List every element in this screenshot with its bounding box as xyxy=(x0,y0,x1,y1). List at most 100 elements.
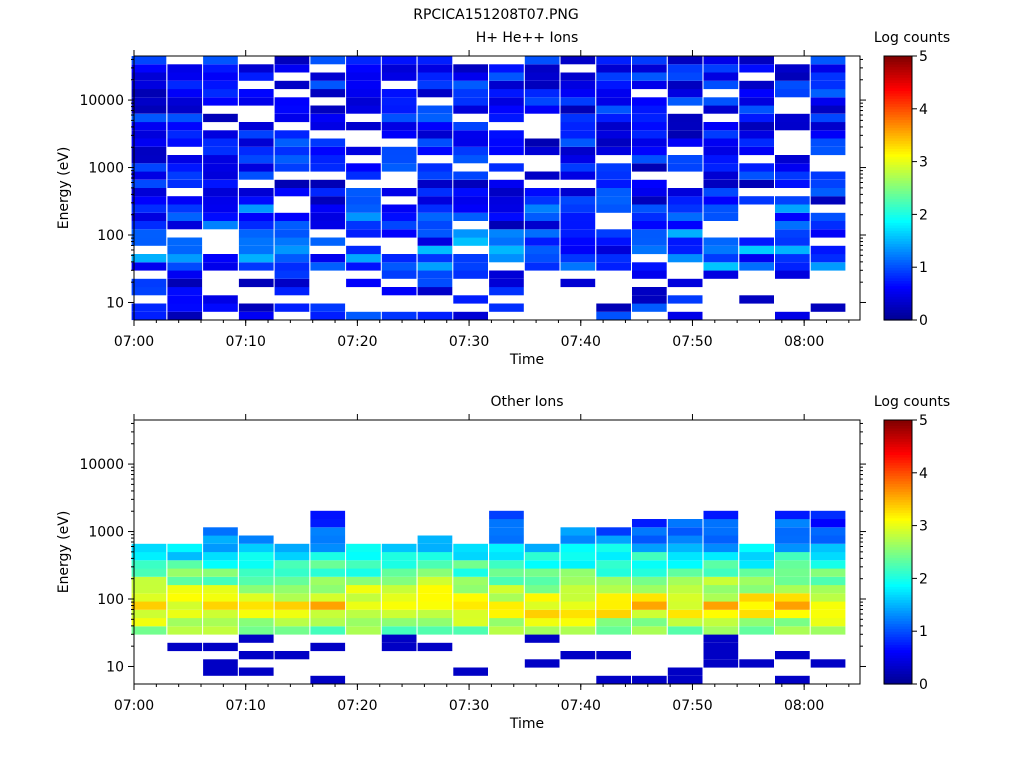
heatmap-cell xyxy=(739,626,774,635)
heatmap-cell xyxy=(560,543,596,553)
heatmap-cell xyxy=(274,163,310,172)
colorbar-swatch xyxy=(884,441,912,445)
heatmap-cell xyxy=(489,576,524,586)
heatmap-cell xyxy=(274,262,310,271)
heatmap-cell xyxy=(238,171,274,180)
colorbar-swatch xyxy=(884,230,912,234)
heatmap-cell xyxy=(596,179,631,188)
heatmap-cell xyxy=(238,64,274,73)
heatmap-cell xyxy=(596,262,631,271)
heatmap-cell xyxy=(775,651,810,660)
heatmap-cell xyxy=(346,593,381,602)
heatmap-cell xyxy=(274,576,310,586)
heatmap-cell xyxy=(632,188,667,197)
heatmap-cell xyxy=(524,105,560,114)
heatmap-cell xyxy=(596,237,631,246)
colorbar-swatch xyxy=(884,106,912,110)
heatmap-cell xyxy=(775,535,810,544)
heatmap-cell xyxy=(524,552,560,561)
heatmap-cell xyxy=(381,642,417,652)
heatmap-cell xyxy=(739,64,774,73)
heatmap-cell xyxy=(167,113,203,123)
heatmap-cell xyxy=(667,609,703,619)
heatmap-cell xyxy=(131,552,167,561)
heatmap-cell xyxy=(203,212,238,221)
heatmap-cell xyxy=(131,188,167,197)
heatmap-cell xyxy=(775,675,810,685)
heatmap-cell xyxy=(524,560,560,569)
heatmap-cell xyxy=(667,543,703,553)
heatmap-cell xyxy=(524,221,560,230)
heatmap-cell xyxy=(417,642,453,652)
heatmap-cell xyxy=(167,245,203,255)
heatmap-cell xyxy=(810,510,846,520)
heatmap-cell xyxy=(560,585,596,594)
heatmap-cell xyxy=(667,64,703,73)
heatmap-cell xyxy=(489,64,524,73)
colorbar-swatch xyxy=(884,306,912,311)
heatmap-cell xyxy=(810,568,846,577)
heatmap-cell xyxy=(274,64,310,73)
heatmap-cell xyxy=(560,527,596,536)
heatmap-cell xyxy=(632,593,667,602)
y-tick-label: 10000 xyxy=(79,457,124,473)
heatmap-cell xyxy=(203,618,238,627)
heatmap-cell xyxy=(381,221,417,230)
colorbar-swatch xyxy=(884,586,912,590)
colorbar-swatch xyxy=(884,668,912,672)
heatmap-cell xyxy=(739,659,774,668)
colorbar-swatch xyxy=(884,275,912,279)
heatmap-cell xyxy=(167,262,203,271)
heatmap-cell xyxy=(381,122,417,131)
heatmap-cell xyxy=(238,543,274,553)
heatmap-cell xyxy=(167,618,203,627)
heatmap-cell xyxy=(810,72,846,81)
colorbar-swatch xyxy=(884,203,912,208)
heatmap-cell xyxy=(453,122,488,131)
heatmap-cell xyxy=(131,171,167,180)
heatmap-cell xyxy=(131,568,167,577)
heatmap-cell xyxy=(703,122,739,131)
colorbar-swatch xyxy=(884,148,912,152)
heatmap-cell xyxy=(739,171,774,180)
heatmap-cell xyxy=(238,618,274,627)
heatmap-cell xyxy=(703,254,739,263)
colorbar-swatch xyxy=(884,164,912,168)
heatmap-cell xyxy=(203,303,238,312)
heatmap-cell xyxy=(775,171,810,180)
heatmap-cell xyxy=(810,245,846,255)
heatmap-cell xyxy=(489,519,524,528)
heatmap-cell xyxy=(310,138,346,147)
heatmap-cell xyxy=(238,245,274,255)
x-tick-label: 07:00 xyxy=(114,334,154,350)
heatmap-cell xyxy=(131,138,167,147)
colorbar-swatch xyxy=(884,628,912,632)
heatmap-cell xyxy=(167,212,203,221)
heatmap-cell xyxy=(632,618,667,627)
heatmap-cell xyxy=(131,56,167,65)
heatmap-cell xyxy=(238,237,274,246)
colorbar-swatch xyxy=(884,256,912,260)
colorbar-swatch xyxy=(884,464,912,469)
heatmap-cell xyxy=(203,560,238,569)
heatmap-cell xyxy=(346,245,381,255)
y-tick-label: 100 xyxy=(97,228,124,244)
heatmap-cell xyxy=(775,576,810,586)
heatmap-cell xyxy=(131,609,167,619)
heatmap-cell xyxy=(274,626,310,635)
heatmap-cell xyxy=(810,527,846,536)
heatmap-cell xyxy=(417,122,453,131)
heatmap-cell xyxy=(560,163,596,172)
heatmap-cell xyxy=(167,179,203,188)
heatmap-cell xyxy=(810,659,846,668)
heatmap-cell xyxy=(310,163,346,172)
heatmap-cell xyxy=(310,675,346,685)
colorbar-swatch xyxy=(884,85,912,89)
heatmap-cell xyxy=(739,245,774,255)
panel-title: H+ He++ Ions xyxy=(476,30,579,46)
heatmap-cell xyxy=(524,212,560,221)
heatmap-cell xyxy=(524,80,560,90)
colorbar-swatch xyxy=(884,166,912,171)
colorbar-tick-label: 5 xyxy=(919,413,928,429)
heatmap-cell xyxy=(560,56,596,65)
